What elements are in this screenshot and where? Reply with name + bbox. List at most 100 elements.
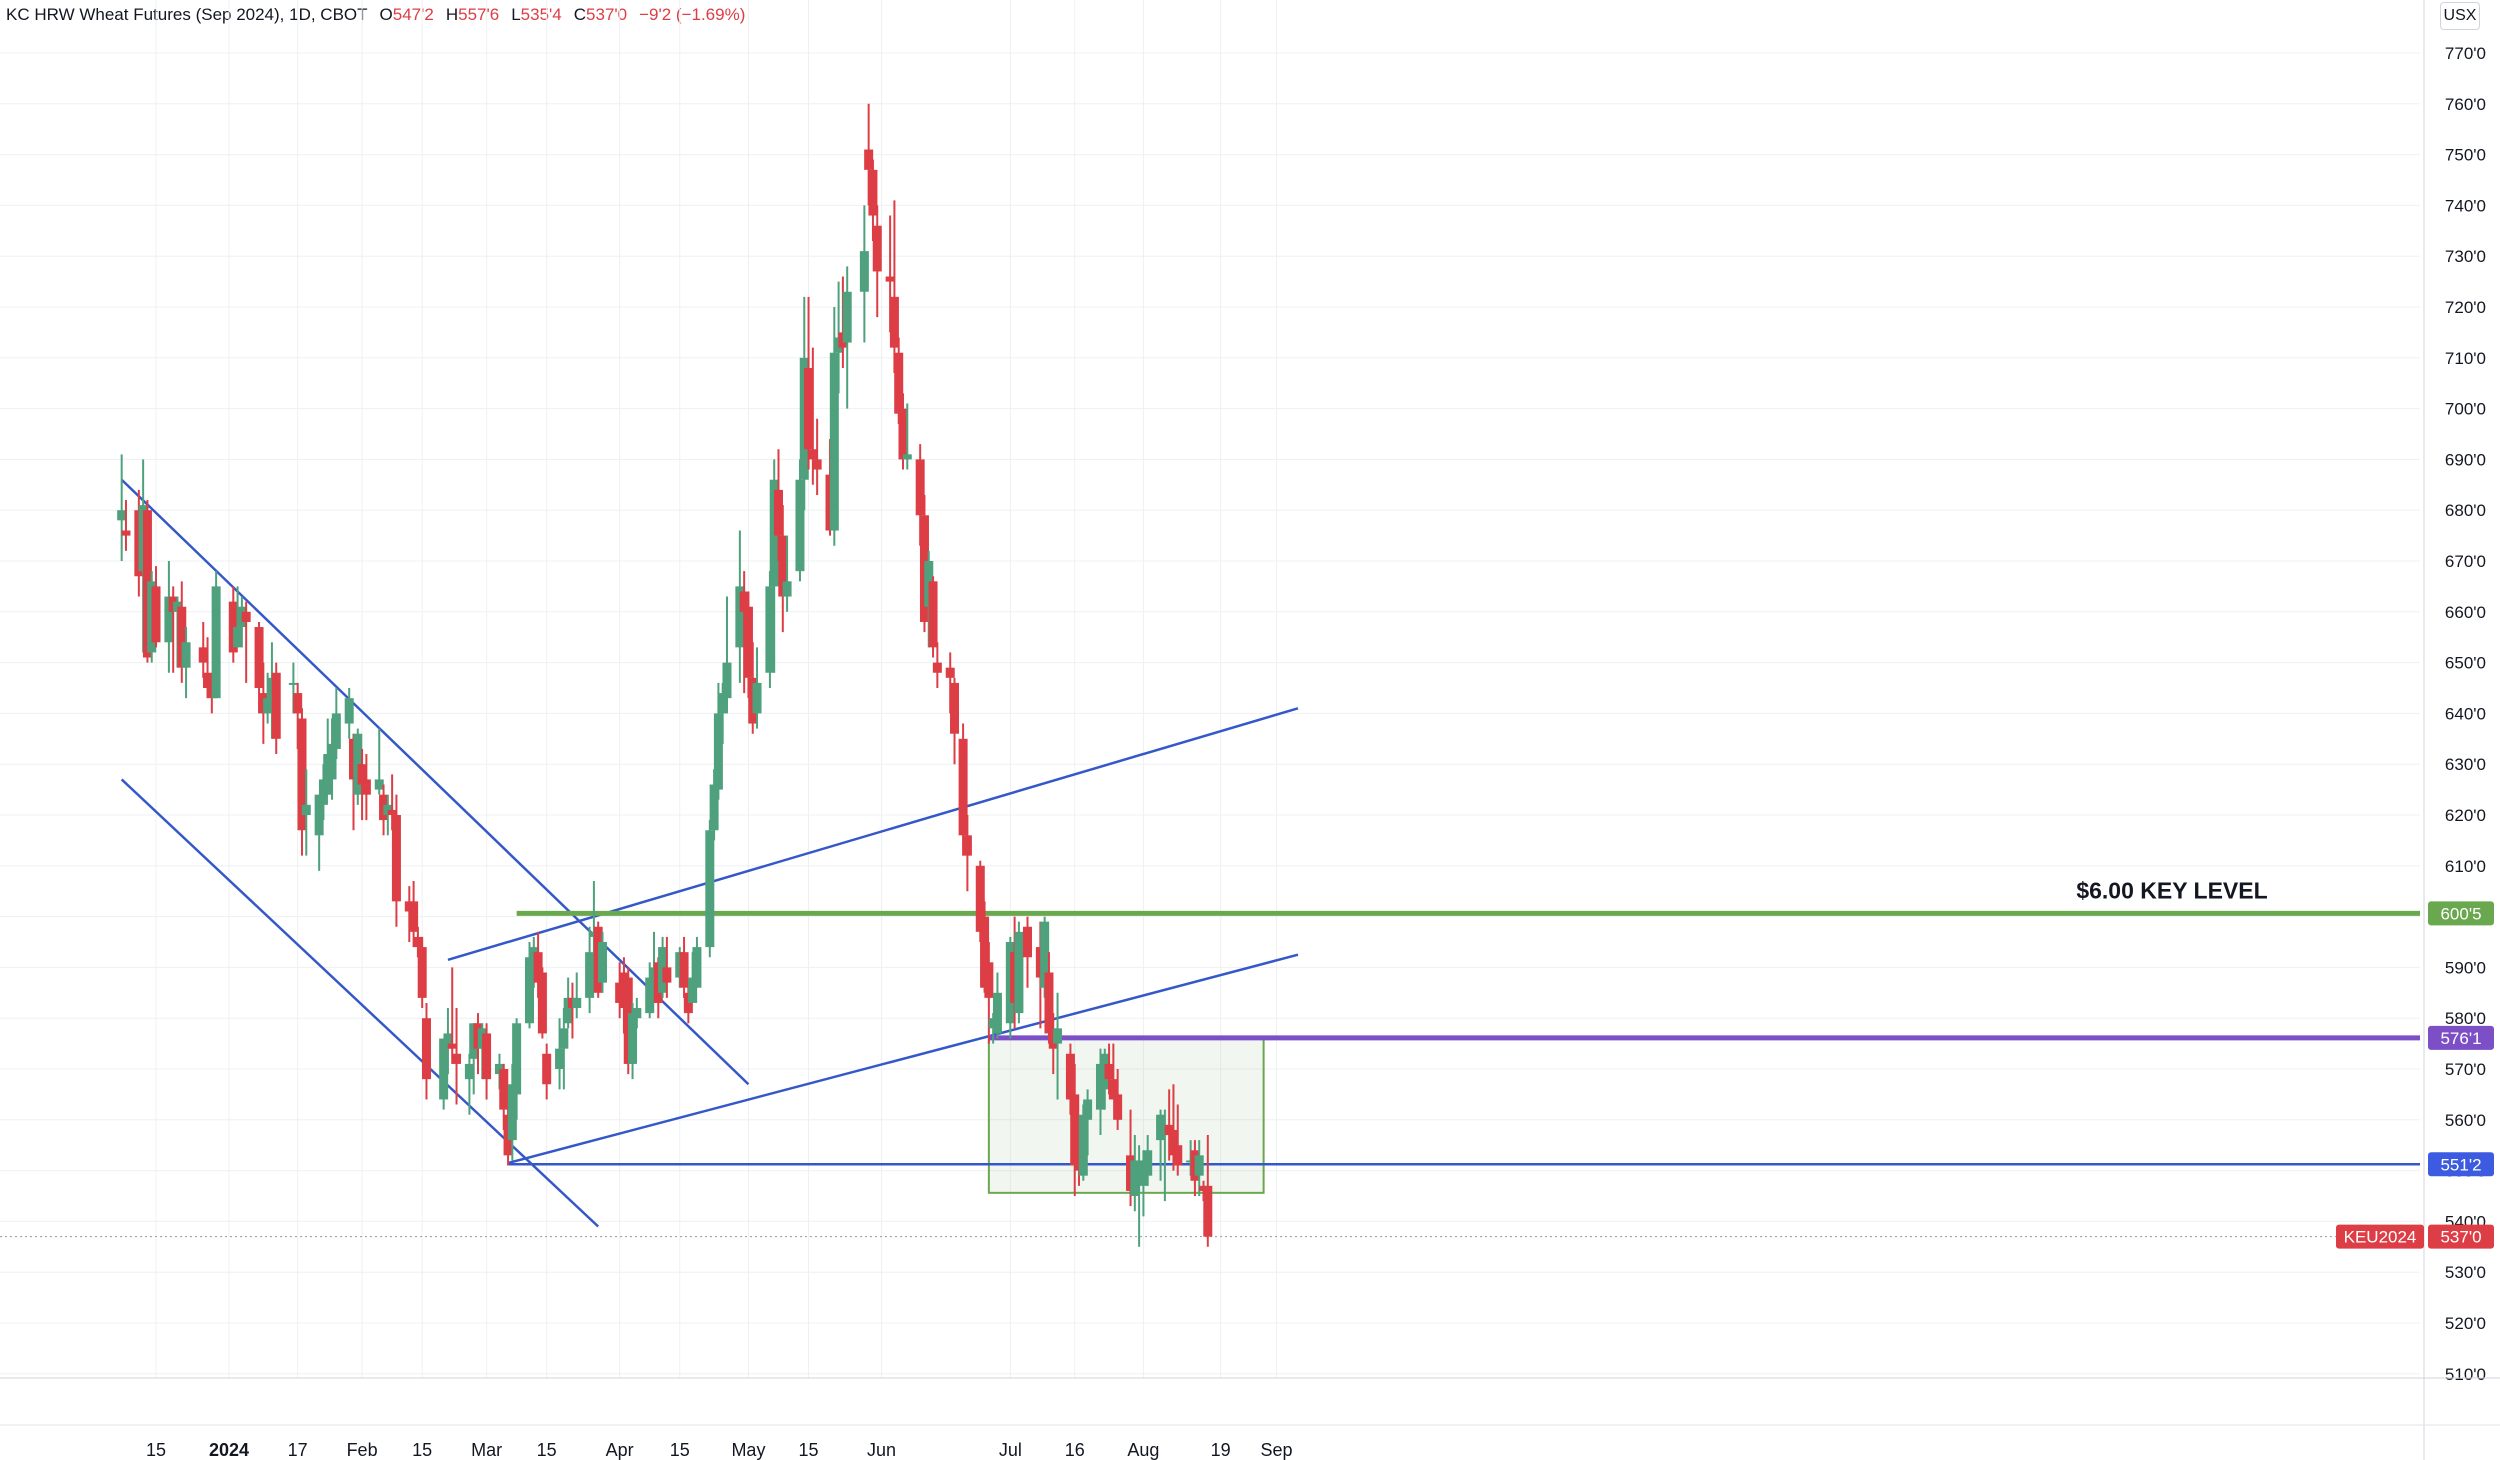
candle-body xyxy=(795,479,805,572)
x-tick-label: 15 xyxy=(670,1440,690,1460)
candle-body xyxy=(804,367,814,450)
candle-body xyxy=(859,251,869,292)
candle-body xyxy=(1070,1094,1080,1166)
candle-body xyxy=(1173,1145,1183,1166)
candle-body xyxy=(417,947,427,998)
candle-body xyxy=(559,1028,569,1049)
candle-body xyxy=(1078,1114,1088,1176)
y-tick-label: 730'0 xyxy=(2445,247,2486,266)
candle-body xyxy=(722,662,732,699)
candle-body xyxy=(898,408,908,460)
candle-body xyxy=(288,682,298,685)
candle-body xyxy=(713,713,723,790)
y-tick-label: 620'0 xyxy=(2445,806,2486,825)
candle-body xyxy=(443,1033,453,1049)
candle-body xyxy=(211,586,221,699)
candle-body xyxy=(542,1053,552,1085)
range-top-tag: 576'1 xyxy=(2440,1029,2481,1048)
candle-body xyxy=(1168,1129,1178,1156)
candle-body xyxy=(628,1013,638,1064)
candle-body xyxy=(808,449,818,460)
candle-body xyxy=(889,296,899,348)
candle-body xyxy=(1143,1150,1153,1176)
y-tick-label: 750'0 xyxy=(2445,146,2486,165)
x-tick-label: 17 xyxy=(288,1440,308,1460)
y-tick-label: 610'0 xyxy=(2445,857,2486,876)
candle-body xyxy=(774,489,784,536)
x-tick-label: May xyxy=(731,1440,765,1460)
y-tick-label: 670'0 xyxy=(2445,552,2486,571)
candle-body xyxy=(1014,931,1024,1014)
y-tick-label: 530'0 xyxy=(2445,1263,2486,1282)
candle-body xyxy=(1130,1160,1140,1196)
trendline xyxy=(120,778,600,1228)
candle-body xyxy=(1065,1053,1075,1100)
candle-body xyxy=(357,764,367,785)
support-tag: 551'2 xyxy=(2440,1155,2481,1174)
currency-button[interactable]: USX xyxy=(2440,2,2480,30)
high-label: H xyxy=(445,5,459,24)
candle-body xyxy=(409,901,419,932)
x-tick-label: Feb xyxy=(347,1440,378,1460)
candle-body xyxy=(452,1053,462,1064)
candle-body xyxy=(1113,1094,1123,1120)
trendline xyxy=(120,478,750,1086)
candle-body xyxy=(1104,1063,1114,1080)
candle-body xyxy=(421,1018,431,1080)
candle-body xyxy=(735,586,745,648)
candle-body xyxy=(537,972,547,1034)
candle-body xyxy=(533,952,543,983)
y-tick-label: 720'0 xyxy=(2445,298,2486,317)
y-tick-label: 690'0 xyxy=(2445,450,2486,469)
y-tick-label: 760'0 xyxy=(2445,95,2486,114)
support-tag-bg xyxy=(2428,1152,2494,1177)
candle-body xyxy=(447,1043,457,1049)
y-tick-label: 710'0 xyxy=(2445,349,2486,368)
y-tick-label: 640'0 xyxy=(2445,704,2486,723)
trendline xyxy=(447,707,1299,961)
candle-body xyxy=(572,997,582,1009)
key-level-tag-bg xyxy=(2428,901,2494,926)
candle-body xyxy=(331,713,341,749)
candle-body xyxy=(864,149,874,170)
candle-body xyxy=(868,169,878,216)
candle-body xyxy=(958,738,968,836)
candle-body xyxy=(198,647,208,663)
y-tick-label: 580'0 xyxy=(2445,1009,2486,1028)
candle-body xyxy=(718,693,728,714)
candle-body xyxy=(233,627,243,648)
candle-body xyxy=(645,977,655,1014)
candle-body xyxy=(705,830,715,948)
candle-body xyxy=(585,952,595,998)
x-tick-label: 15 xyxy=(537,1440,557,1460)
x-tick-label: 15 xyxy=(412,1440,432,1460)
candle-body xyxy=(482,1033,492,1080)
trendline xyxy=(507,953,1299,1165)
candle-body xyxy=(555,1048,565,1069)
y-tick-label: 590'0 xyxy=(2445,958,2486,977)
y-tick-label: 630'0 xyxy=(2445,755,2486,774)
candle-body xyxy=(151,586,161,643)
candle-body xyxy=(829,352,839,531)
candle-body xyxy=(361,779,371,795)
candle-body xyxy=(928,581,938,648)
candle-body xyxy=(512,1023,522,1095)
close-value: 537'0 xyxy=(586,5,628,24)
candle-body xyxy=(688,977,698,1003)
y-tick-label: 650'0 xyxy=(2445,654,2486,673)
y-tick-label: 680'0 xyxy=(2445,501,2486,520)
y-tick-label: 740'0 xyxy=(2445,196,2486,215)
x-tick-label: Jun xyxy=(867,1440,896,1460)
key-level-annotation: $6.00 KEY LEVEL xyxy=(2076,877,2267,903)
high-value: 557'6 xyxy=(458,5,500,24)
candle-body xyxy=(181,642,191,668)
candle-body xyxy=(327,743,337,780)
candle-body xyxy=(1194,1155,1204,1176)
candle-body xyxy=(1108,1079,1118,1100)
x-tick-label: 15 xyxy=(146,1440,166,1460)
candle-body xyxy=(439,1038,449,1100)
candle-body xyxy=(117,510,127,521)
candle-body xyxy=(692,947,702,988)
